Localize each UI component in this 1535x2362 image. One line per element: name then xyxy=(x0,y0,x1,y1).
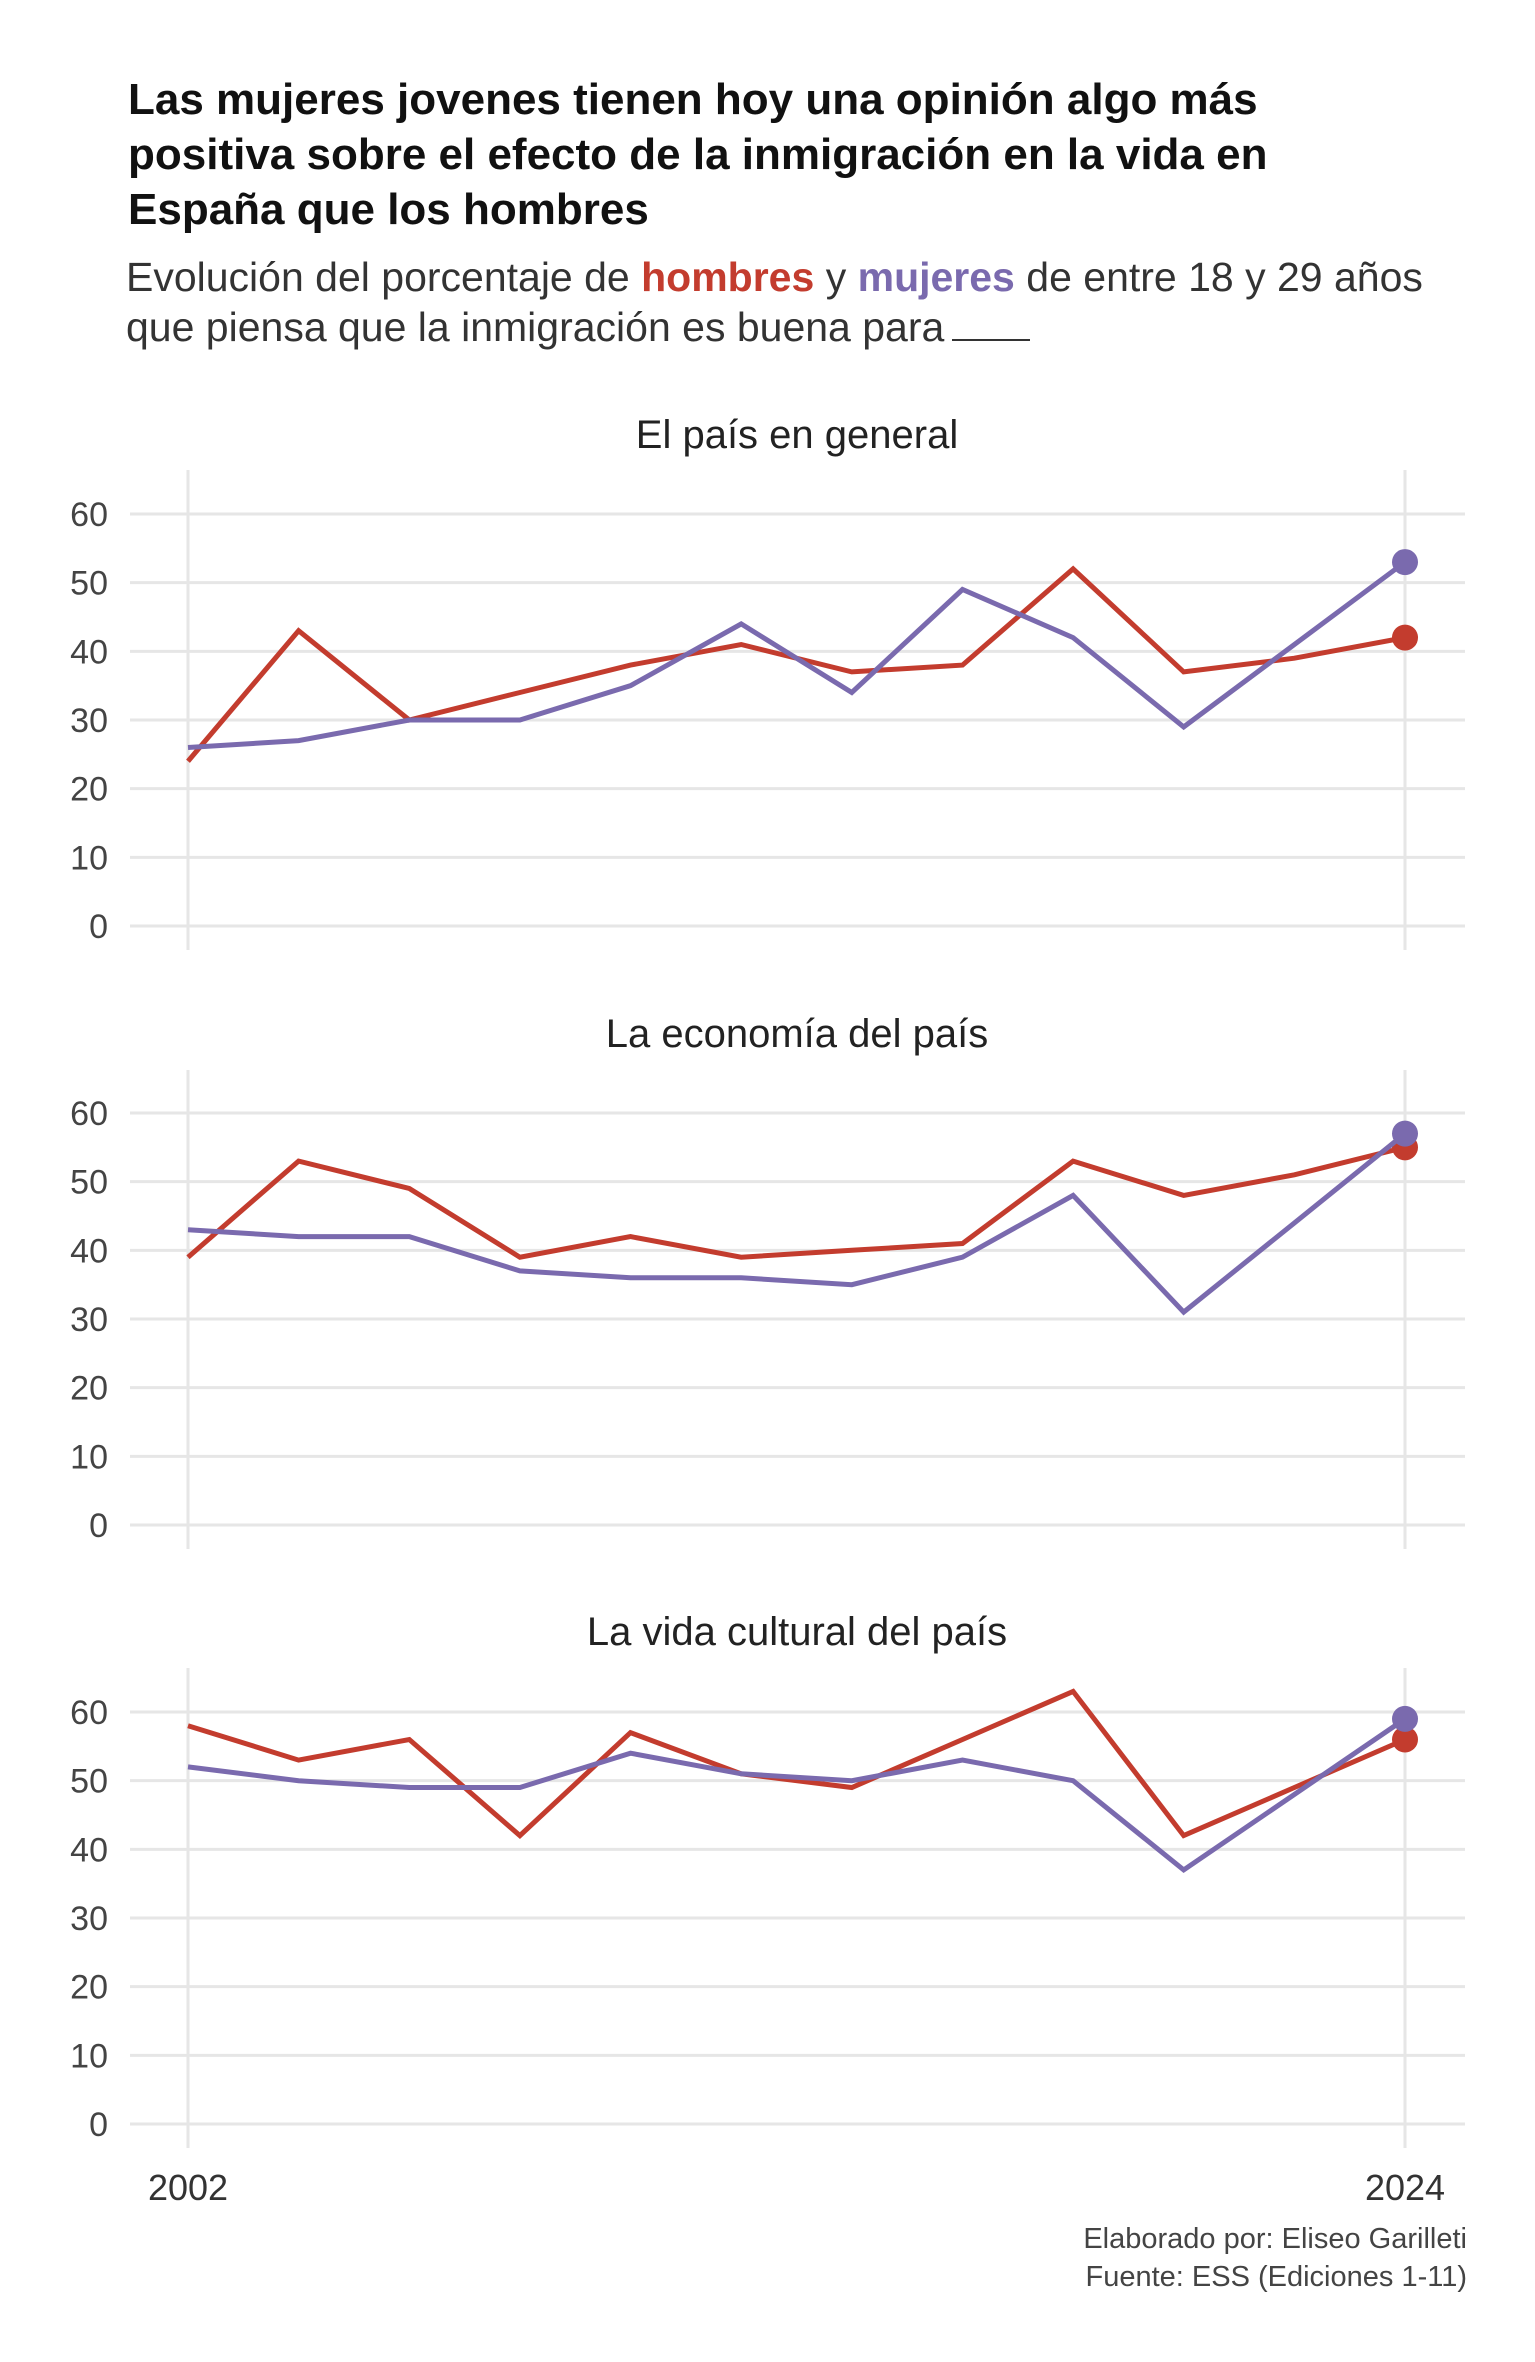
panel-1-ytick-label: 40 xyxy=(70,633,108,671)
subtitle: Evolución del porcentaje de hombres y mu… xyxy=(126,252,1466,352)
panel-2-title: La economía del país xyxy=(606,1012,988,1056)
panel-3-end-dot-hombres xyxy=(1392,1726,1418,1753)
caption: Elaborado por: Eliseo Garilleti Fuente: … xyxy=(1083,2220,1467,2296)
panel-3-ytick-label: 10 xyxy=(70,2037,108,2075)
panel-2-ytick-label: 0 xyxy=(89,1507,108,1545)
panel-2-ytick-label: 20 xyxy=(70,1370,108,1408)
panel-1-ytick-label: 30 xyxy=(70,702,108,740)
panel-2-end-dot-mujeres xyxy=(1392,1120,1418,1147)
panel-1-line-mujeres xyxy=(187,560,1407,750)
panel-3-ytick-label: 20 xyxy=(70,1969,108,2007)
panel-3-line-hombres xyxy=(187,1688,1406,1839)
subtitle-part2: y xyxy=(825,254,847,300)
panel-1-line-hombres xyxy=(186,565,1406,763)
panel-2-ytick-label: 60 xyxy=(70,1095,108,1133)
subtitle-part1: Evolución del porcentaje de xyxy=(126,254,630,300)
x-tick-label-first: 2002 xyxy=(148,2167,228,2208)
panel-1-ytick-label: 60 xyxy=(70,496,108,534)
panel-3-line-mujeres xyxy=(187,1716,1407,1874)
panel-3-ytick-label: 0 xyxy=(89,2106,108,2144)
panel-2-line-mujeres xyxy=(187,1131,1407,1316)
subtitle-blank-line xyxy=(952,309,1031,341)
panel-1-ytick-label: 0 xyxy=(89,908,108,946)
panel-1-end-dot-mujeres xyxy=(1392,549,1418,576)
panel-1-title: El país en general xyxy=(636,413,958,457)
panel-3-ytick-label: 60 xyxy=(70,1694,108,1732)
panel-3-title: La vida cultural del país xyxy=(587,1610,1007,1654)
subtitle-part3: de entre 18 y 29 años que piensa que la … xyxy=(126,254,1423,350)
panel-2-ytick-label: 50 xyxy=(70,1164,108,1202)
caption-source: Fuente: ESS (Ediciones 1-11) xyxy=(1085,2261,1468,2293)
panel-1-ytick-label: 50 xyxy=(70,565,108,603)
panel-2-line-hombres xyxy=(186,1144,1406,1260)
panel-2-ytick-label: 40 xyxy=(70,1232,108,1270)
panel-1-ytick-label: 20 xyxy=(70,771,108,809)
panel-3-ytick-label: 30 xyxy=(70,1900,108,1938)
panel-1-end-dot-hombres xyxy=(1392,624,1418,651)
panel-3-ytick-label: 40 xyxy=(70,1831,108,1869)
caption-author: Elaborado por: Eliseo Garilleti xyxy=(1083,2223,1467,2255)
panel-2-ytick-label: 30 xyxy=(70,1301,108,1339)
panel-1-ytick-label: 10 xyxy=(70,839,108,877)
x-tick-label-last: 2024 xyxy=(1365,2167,1445,2208)
subtitle-women-word: mujeres xyxy=(857,254,1015,300)
panel-3-ytick-label: 50 xyxy=(70,1763,108,1801)
subtitle-men-word: hombres xyxy=(641,254,815,300)
page-title: Las mujeres jovenes tienen hoy una opini… xyxy=(128,75,1268,234)
panel-3-end-dot-mujeres xyxy=(1392,1705,1418,1732)
panel-2-ytick-label: 10 xyxy=(70,1438,108,1476)
